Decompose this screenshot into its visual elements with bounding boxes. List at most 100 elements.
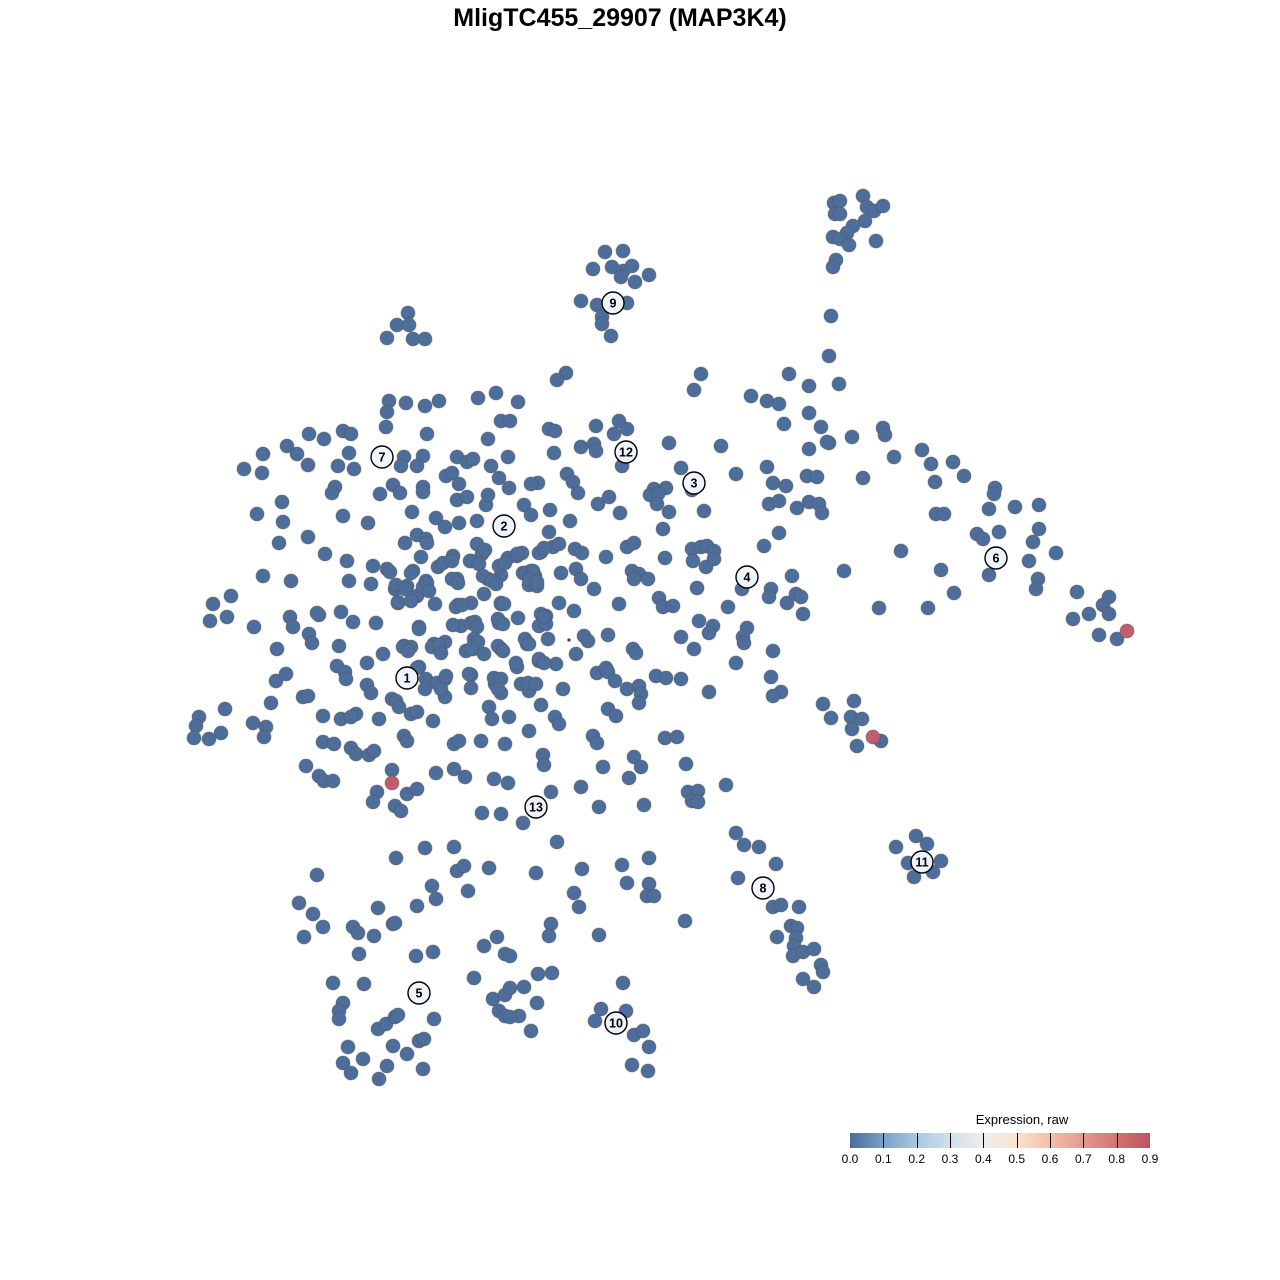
data-point xyxy=(673,671,689,687)
cluster-label-text: 10 xyxy=(609,1017,623,1031)
data-point xyxy=(832,193,848,209)
data-point xyxy=(615,243,631,259)
data-point xyxy=(743,388,759,404)
tiny-data-point xyxy=(567,638,571,642)
cluster-label-5: 5 xyxy=(407,981,431,1005)
data-point xyxy=(779,595,795,611)
data-point xyxy=(509,546,525,562)
data-point xyxy=(502,413,518,429)
data-point xyxy=(793,589,809,605)
data-point xyxy=(305,906,321,922)
data-point xyxy=(488,576,504,592)
data-point xyxy=(533,697,549,713)
data-point xyxy=(375,646,391,662)
data-point xyxy=(325,975,341,991)
data-point xyxy=(585,261,601,277)
legend-tick-label: 0.3 xyxy=(941,1152,959,1166)
cluster-label-text: 2 xyxy=(501,520,508,534)
cluster-label-10: 10 xyxy=(604,1011,628,1035)
data-point xyxy=(460,883,476,899)
data-point xyxy=(419,535,435,551)
legend-tick-line xyxy=(916,1133,918,1148)
data-point-high-expression xyxy=(1119,623,1135,639)
data-point xyxy=(606,426,622,442)
data-point xyxy=(920,600,936,616)
data-point xyxy=(202,613,218,629)
data-point xyxy=(339,553,355,569)
data-point xyxy=(588,443,604,459)
expression-legend: Expression, raw 0.0 0.1 0.2 0.3 0.4 0.5 0.6 0.7… xyxy=(842,1112,1159,1172)
legend-tick-line xyxy=(1016,1133,1018,1148)
data-point xyxy=(1048,545,1064,561)
data-point xyxy=(528,865,544,881)
data-point xyxy=(508,655,524,671)
data-point xyxy=(246,619,262,635)
data-point xyxy=(399,1046,415,1062)
data-point xyxy=(613,269,629,285)
cluster-label-6: 6 xyxy=(984,546,1008,570)
data-point xyxy=(444,465,460,481)
data-point xyxy=(283,573,299,589)
data-point xyxy=(778,478,794,494)
data-point xyxy=(549,834,565,850)
data-point xyxy=(608,708,624,724)
data-point xyxy=(340,1039,356,1055)
data-point xyxy=(425,944,441,960)
cluster-label-text: 8 xyxy=(760,882,767,896)
data-point xyxy=(335,508,351,524)
data-point xyxy=(801,441,817,457)
data-point xyxy=(771,396,787,412)
data-point xyxy=(351,946,367,962)
data-point xyxy=(771,525,787,541)
data-point xyxy=(437,519,453,535)
data-point xyxy=(871,600,887,616)
cluster-label-11: 11 xyxy=(910,850,934,874)
data-point xyxy=(713,438,729,454)
data-point xyxy=(595,759,611,775)
data-point xyxy=(470,390,486,406)
data-point xyxy=(490,681,506,697)
data-point xyxy=(849,738,865,754)
data-point xyxy=(640,1063,656,1079)
cluster-label-text: 6 xyxy=(993,552,1000,566)
data-point xyxy=(673,460,689,476)
data-point xyxy=(718,777,734,793)
data-point xyxy=(626,749,642,765)
data-point xyxy=(335,1055,351,1071)
data-point xyxy=(761,589,777,605)
data-point xyxy=(528,676,544,692)
data-point xyxy=(446,761,462,777)
data-point xyxy=(868,233,884,249)
data-point xyxy=(1101,606,1117,622)
data-point xyxy=(598,549,614,565)
legend-tick-line xyxy=(1050,1133,1051,1148)
data-point xyxy=(588,418,604,434)
data-point xyxy=(991,524,1007,540)
data-point xyxy=(728,466,744,482)
data-point xyxy=(256,729,272,745)
data-point xyxy=(844,721,860,737)
data-point xyxy=(600,627,616,643)
data-point xyxy=(296,929,312,945)
data-point xyxy=(728,655,744,671)
data-point xyxy=(821,348,837,364)
data-point xyxy=(360,515,376,531)
data-point xyxy=(832,206,848,222)
data-point xyxy=(415,1061,431,1077)
data-point xyxy=(516,979,532,995)
data-point xyxy=(765,475,781,491)
data-point xyxy=(205,596,221,612)
data-point xyxy=(691,613,707,629)
data-point xyxy=(641,1039,657,1055)
data-point xyxy=(476,586,492,602)
data-point xyxy=(219,609,235,625)
data-point xyxy=(541,524,557,540)
data-point xyxy=(641,850,657,866)
data-point xyxy=(378,419,394,435)
legend-tick-label: 0.7 xyxy=(1074,1152,1092,1166)
data-point xyxy=(914,442,930,458)
data-point xyxy=(433,681,449,697)
data-point xyxy=(217,701,233,717)
data-point xyxy=(343,709,359,725)
data-point xyxy=(591,927,607,943)
